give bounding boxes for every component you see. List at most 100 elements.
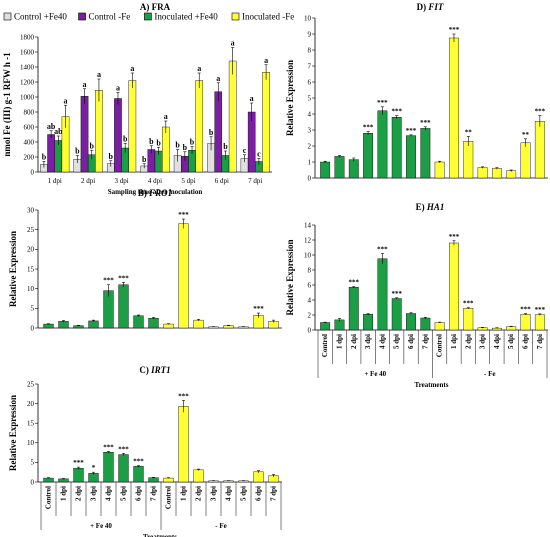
y-axis-label: nmol Fe (III) g-1 RFW h -1 [2, 52, 12, 157]
bar [58, 321, 69, 329]
legend-item: Inoculated +Fe40 [144, 12, 218, 22]
significance-letter: b [42, 153, 47, 162]
group-label: - Fe [484, 370, 495, 378]
y-tick-label: 10 [27, 285, 35, 293]
significance-stars: *** [420, 119, 431, 127]
chart-title: E) HA1 [416, 202, 445, 212]
chart-title: D) FIT [417, 2, 444, 12]
significance-letter: a [216, 74, 220, 83]
y-tick-label: 14 [304, 221, 312, 229]
bar [348, 287, 359, 331]
significance-letter: a [164, 112, 168, 121]
significance-stars: *** [377, 99, 388, 107]
significance-letter: a [130, 64, 134, 73]
y-tick-label: 20 [27, 400, 35, 408]
significance-stars: *** [178, 211, 189, 219]
x-tick-label: 5 dpi [181, 177, 195, 185]
y-tick-label: 10 [27, 439, 35, 447]
y-tick-label: 20 [27, 246, 35, 254]
y-tick-label: 4 [308, 110, 312, 118]
y-tick-label: 0 [308, 174, 312, 182]
x-tick-label: Control [45, 486, 53, 509]
bar [377, 110, 388, 179]
significance-stars: *** [133, 458, 144, 466]
legend-label: Inoculated +Fe40 [154, 12, 218, 22]
bar [520, 314, 531, 331]
bar [449, 37, 459, 179]
significance-stars: *** [377, 246, 388, 254]
significance-stars: *** [520, 306, 531, 314]
x-tick-label: 5 dpi [507, 334, 515, 349]
x-tick-label: 3 dpi [90, 486, 98, 501]
bar [148, 477, 159, 483]
y-tick-label: 5 [31, 305, 35, 313]
y-tick-label: 0 [31, 324, 35, 332]
y-tick-label: 2 [308, 311, 312, 319]
group-label: + Fe 40 [364, 370, 386, 378]
bar [193, 469, 204, 483]
bar [163, 323, 174, 329]
x-tick-label: 3 dpi [364, 334, 372, 349]
bar [133, 315, 144, 329]
group-label: + Fe 40 [90, 522, 112, 530]
chart-panel-e: E) HA1 0 2 4 6 8 10 12 14 Relative Expression Cont… [285, 202, 548, 389]
y-tick-label: 15 [27, 265, 35, 273]
bar [463, 308, 474, 331]
legend-item: Control -Fe [78, 12, 130, 22]
x-tick-label: 5 dpi [393, 334, 401, 349]
bar [320, 322, 331, 331]
significance-stars: * [92, 464, 96, 472]
y-tick-label: 0 [31, 478, 35, 486]
significance-stars: *** [118, 274, 129, 282]
bar [128, 80, 137, 173]
y-tick-label: 9 [308, 30, 312, 38]
significance-stars: *** [463, 300, 474, 308]
bar [391, 116, 402, 179]
significance-stars: *** [178, 392, 189, 400]
bar [534, 314, 545, 331]
bar [88, 320, 99, 329]
y-axis-label: Relative Expression [285, 239, 295, 315]
x-tick-label: 4 dpi [148, 177, 162, 185]
bar [114, 98, 122, 173]
y-tick-label: 6 [308, 78, 312, 86]
y-tick-label: 2 [308, 142, 312, 150]
significance-stars: *** [391, 290, 402, 298]
bar [520, 142, 531, 179]
x-tick-label: 1 dpi [450, 334, 458, 349]
bar [491, 168, 502, 179]
bar [118, 284, 129, 329]
bar [406, 135, 416, 179]
significance-letter: a [197, 64, 201, 73]
x-tick-label: 3 dpi [210, 486, 218, 501]
x-tick-label: 4 dpi [378, 334, 386, 349]
y-tick-label: 4 [308, 296, 312, 304]
chart-title: A) FRA [140, 2, 171, 12]
bar [103, 452, 114, 483]
significance-letter: a [250, 94, 254, 103]
y-tick-label: 1000 [20, 93, 35, 101]
y-tick-label: 5 [31, 459, 35, 467]
chart-panel-a: A) FRA Control +Fe40 Control -Fe Inoculated… [2, 2, 294, 196]
bar [434, 161, 445, 179]
x-tick-label: 7 dpi [248, 177, 262, 185]
y-tick-label: 1400 [20, 63, 35, 71]
significance-letter: a [116, 84, 120, 93]
legend-item: Inoculated -Fe [231, 12, 294, 22]
bar [320, 161, 331, 179]
significance-letter: a [64, 96, 68, 105]
significance-letter: ab [47, 122, 56, 131]
bar [95, 90, 103, 173]
significance-stars: *** [349, 279, 360, 287]
significance-letter: ab [54, 127, 63, 136]
y-tick-label: 30 [27, 206, 35, 214]
x-tick-label: 7 dpi [536, 334, 544, 349]
y-tick-label: 7 [308, 62, 312, 70]
bar [391, 298, 402, 331]
significance-letter: a [97, 70, 101, 79]
bar [161, 126, 170, 173]
y-tick-label: 1 [308, 158, 312, 166]
significance-letter: b [190, 138, 195, 147]
bar [193, 319, 204, 329]
significance-letter: c [257, 150, 261, 159]
